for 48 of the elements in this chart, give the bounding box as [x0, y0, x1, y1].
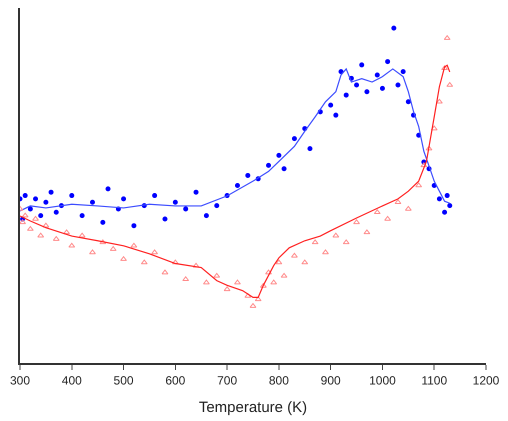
point: [342, 239, 350, 244]
point: [234, 280, 241, 284]
point: [441, 65, 448, 70]
point: [384, 216, 392, 221]
point: [42, 222, 50, 228]
x-tick-label: 300: [10, 373, 30, 388]
x-axis-title: Temperature (K): [198, 398, 308, 416]
point: [280, 272, 288, 278]
point: [374, 209, 381, 214]
point: [203, 280, 210, 284]
point: [192, 262, 200, 268]
point: [63, 229, 70, 234]
point: [254, 296, 262, 302]
point: [250, 303, 256, 308]
x-tick-label: 900: [320, 373, 341, 388]
point: [213, 272, 220, 278]
x-tick-label: 700: [217, 373, 238, 388]
x-tick-label: 500: [114, 373, 134, 388]
x-tick-label: 800: [268, 373, 290, 388]
point: [436, 98, 443, 104]
point: [260, 282, 267, 288]
point: [276, 260, 282, 264]
point: [162, 270, 168, 274]
point: [120, 256, 127, 261]
point: [68, 242, 76, 248]
point: [420, 162, 428, 168]
x-tick-label: 1100: [421, 373, 448, 388]
point: [353, 219, 360, 224]
point: [394, 199, 402, 204]
point: [322, 249, 329, 254]
point: [32, 216, 39, 221]
point: [20, 219, 26, 224]
point: [99, 239, 106, 244]
point: [265, 270, 272, 274]
x-tick-label: 600: [165, 373, 186, 388]
point: [312, 239, 319, 244]
x-tick-label: 1200: [472, 373, 500, 388]
point: [426, 146, 432, 150]
point: [130, 242, 138, 248]
point: [151, 249, 158, 254]
point: [404, 206, 412, 211]
point: [182, 276, 190, 282]
point: [291, 252, 298, 258]
x-tick-label: 1000: [369, 373, 396, 388]
x-tick-label: 400: [62, 373, 82, 388]
point: [224, 286, 230, 292]
point: [364, 229, 370, 234]
point: [89, 249, 96, 254]
